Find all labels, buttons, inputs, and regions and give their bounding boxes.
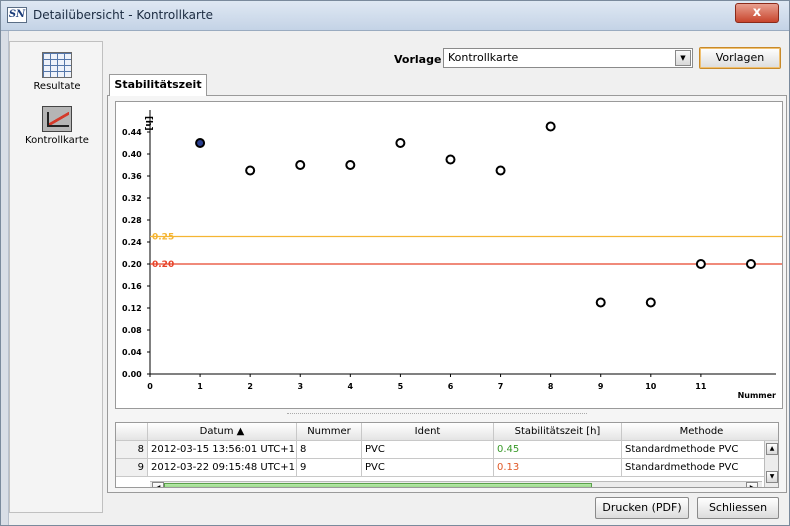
- print-pdf-button[interactable]: Drucken (PDF): [595, 497, 689, 519]
- tab-stabilitaetszeit[interactable]: Stabilitätszeit: [109, 74, 207, 96]
- chart-svg: [h] 0.00 0.04 0.08 0.12 0.16 0.20 0.24 0.28 0.32 0…: [122, 110, 782, 400]
- results-table: Datum ▲ Nummer Ident Stabilitätszeit [h]…: [115, 422, 779, 488]
- cell-datum: 2012-03-15 13:56:01 UTC+1: [148, 441, 297, 459]
- y-tick-label: 0.04: [122, 348, 142, 357]
- cell-stabilitaetszeit: 0.45: [494, 441, 622, 459]
- data-point: [495, 165, 506, 176]
- sidebar-item-kontrollkarte[interactable]: Kontrollkarte: [10, 106, 104, 146]
- data-point: [545, 121, 556, 132]
- column-header-ident[interactable]: Ident: [362, 423, 494, 441]
- scroll-right-icon[interactable]: ▶: [746, 482, 758, 487]
- y-tick-label: 0.24: [122, 238, 142, 247]
- templates-button[interactable]: Vorlagen: [699, 47, 781, 69]
- limit-label: 0.25: [152, 233, 174, 243]
- y-axis-label: [h]: [143, 116, 153, 131]
- column-header-methode[interactable]: Methode: [622, 423, 778, 441]
- template-select[interactable]: Kontrollkarte ▼: [443, 48, 693, 68]
- column-header-datum[interactable]: Datum ▲: [148, 423, 297, 441]
- template-select-value: Kontrollkarte: [448, 51, 519, 64]
- y-tick-label: 0.32: [122, 194, 142, 203]
- row-index: 8: [116, 441, 148, 459]
- data-point: [695, 259, 706, 269]
- cell-methode: Standardmethode PVC: [622, 459, 778, 477]
- x-tick-label: 4: [348, 382, 354, 391]
- data-point: [345, 160, 356, 170]
- y-tick-label: 0.40: [122, 150, 142, 159]
- data-point: [445, 154, 456, 165]
- data-point: [395, 138, 406, 148]
- control-chart-icon: [42, 106, 72, 132]
- cell-nummer: 8: [297, 441, 362, 459]
- row-index: 9: [116, 459, 148, 477]
- data-point: [595, 297, 606, 308]
- y-tick-label: 0.20: [122, 260, 142, 269]
- sidebar-item-label: Kontrollkarte: [25, 135, 89, 146]
- table-row[interactable]: 8 2012-03-15 13:56:01 UTC+1 8 PVC 0.45 S…: [116, 441, 778, 459]
- title-bar[interactable]: SN Detailübersicht - Kontrollkarte x: [1, 1, 789, 31]
- x-tick-label: 8: [548, 382, 554, 391]
- x-tick-label: 6: [448, 382, 454, 391]
- control-chart: [h] 0.00 0.04 0.08 0.12 0.16 0.20 0.24 0.28 0.32 0…: [115, 101, 783, 409]
- data-point: [195, 138, 206, 148]
- y-tick-label: 0.44: [122, 128, 142, 137]
- cell-ident: PVC: [362, 441, 494, 459]
- y-tick-label: 0.16: [122, 282, 142, 291]
- cell-nummer: 9: [297, 459, 362, 477]
- table-vertical-scrollbar[interactable]: ▲ ▼: [764, 441, 778, 487]
- column-header-stabilitaetszeit[interactable]: Stabilitätszeit [h]: [494, 423, 622, 441]
- y-tick-label: 0.36: [122, 172, 142, 181]
- x-tick-label: 0: [147, 382, 153, 391]
- data-point: [245, 165, 256, 176]
- scroll-thumb[interactable]: [164, 483, 592, 487]
- cell-ident: PVC: [362, 459, 494, 477]
- x-tick-label: 3: [297, 382, 303, 391]
- x-tick-label: 9: [598, 382, 604, 391]
- data-point: [645, 297, 656, 308]
- chevron-down-icon[interactable]: ▼: [675, 50, 691, 66]
- scroll-up-icon[interactable]: ▲: [766, 443, 778, 455]
- view-sidebar: Resultate Kontrollkarte: [9, 41, 103, 513]
- x-axis-label: Nummer: [738, 391, 776, 400]
- y-tick-label: 0.12: [122, 304, 142, 313]
- window-title: Detailübersicht - Kontrollkarte: [33, 8, 214, 22]
- limit-label: 0.20: [152, 260, 174, 270]
- data-point: [745, 259, 756, 269]
- x-tick-label: 11: [695, 382, 707, 391]
- x-tick-label: 1: [197, 382, 203, 391]
- y-tick-label: 0.08: [122, 326, 142, 335]
- sidebar-item-resultate[interactable]: Resultate: [10, 52, 104, 92]
- template-label: Vorlage: [394, 53, 442, 66]
- splitter-handle[interactable]: [287, 413, 587, 416]
- cell-datum: 2012-03-22 09:15:48 UTC+1: [148, 459, 297, 477]
- scroll-left-icon[interactable]: ◀: [152, 482, 164, 487]
- x-tick-label: 5: [398, 382, 404, 391]
- table-horizontal-scrollbar[interactable]: ◀ ▶: [150, 481, 762, 487]
- close-button[interactable]: Schliessen: [697, 497, 779, 519]
- cell-methode: Standardmethode PVC: [622, 441, 778, 459]
- x-tick-label: 7: [498, 382, 504, 391]
- app-logo-icon: SN: [7, 7, 27, 23]
- y-tick-label: 0.00: [122, 370, 142, 379]
- y-tick-label: 0.28: [122, 216, 142, 225]
- table-icon: [42, 52, 72, 78]
- x-tick-label: 2: [247, 382, 253, 391]
- x-tick-label: 10: [645, 382, 657, 391]
- table-header-row: Datum ▲ Nummer Ident Stabilitätszeit [h]…: [116, 423, 778, 441]
- column-header-index: [116, 423, 148, 441]
- left-edge-strip: [1, 31, 9, 525]
- scroll-down-icon[interactable]: ▼: [766, 471, 778, 483]
- cell-stabilitaetszeit: 0.13: [494, 459, 622, 477]
- column-header-nummer[interactable]: Nummer: [297, 423, 362, 441]
- sidebar-item-label: Resultate: [33, 81, 81, 92]
- data-point: [295, 160, 306, 170]
- close-window-button[interactable]: x: [735, 3, 779, 23]
- table-row[interactable]: 9 2012-03-22 09:15:48 UTC+1 9 PVC 0.13 S…: [116, 459, 778, 477]
